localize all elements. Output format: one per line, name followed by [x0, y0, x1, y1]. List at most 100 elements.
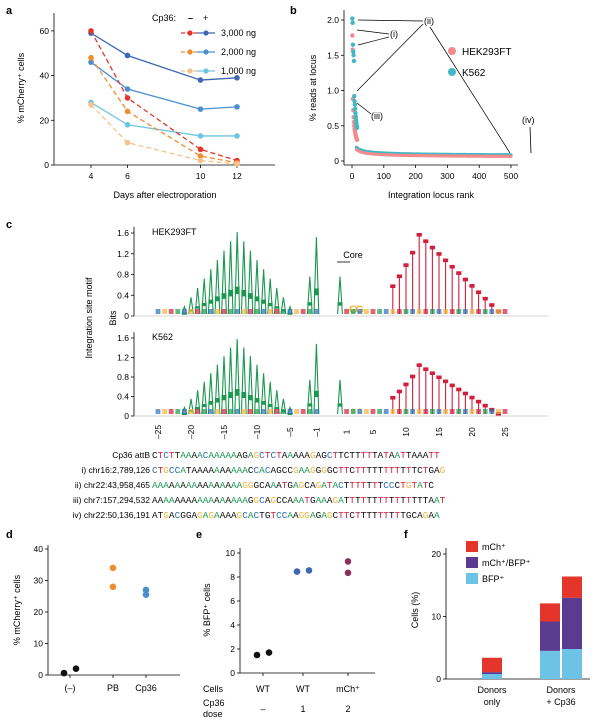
c-logo-background-letter: [261, 309, 266, 314]
b-data-point: [351, 42, 355, 46]
c-logo-background-letter: [307, 409, 312, 414]
a-data-point: [198, 158, 204, 164]
a-data-point: [125, 95, 131, 101]
c-logo-background-letter: [222, 309, 227, 314]
c-logo-letter-a: [307, 302, 312, 305]
c-logo-background-letter: [503, 309, 508, 314]
c-x-tick-label: 10: [401, 427, 411, 437]
b-x-tick-label: 100: [377, 171, 391, 181]
c-logo-background-letter: [456, 309, 461, 314]
c-logo-background-letter: [189, 409, 194, 414]
a-data-point: [88, 28, 94, 34]
c-logo-letter-t: [450, 265, 455, 269]
c-logo-letter-t: [450, 384, 455, 388]
c-logo-background-letter: [437, 309, 442, 314]
b-y-tick-label: 1.5: [327, 50, 339, 60]
a-legend-marker-minus: [187, 49, 192, 54]
c-logo-letter-a: [338, 277, 343, 314]
c-logo-background-letter: [503, 409, 508, 414]
c-logo-letter-a: [268, 303, 273, 306]
panel-letter-d: d: [6, 529, 13, 541]
c-alignment-sequence: AAAAAAAAAAAAAAAAGGGCAAATGAGCAGATACTTTTTT…: [152, 480, 434, 491]
c-logo-letter-a: [202, 279, 207, 314]
a-data-point: [125, 109, 131, 115]
c-logo-letter-a: [222, 293, 227, 299]
c-logo-letter-t: [410, 251, 415, 255]
c-logo-background-letter: [268, 309, 273, 314]
c-logo-letter-t: [430, 371, 435, 375]
c-logo-background-letter: [344, 309, 349, 314]
c-logo-background-letter: [404, 309, 409, 314]
f-y-tick-label: 20: [432, 549, 442, 559]
c-logo-letter-a: [274, 407, 279, 409]
c-logo-background-letter: [255, 309, 260, 314]
d-data-point: [143, 591, 150, 598]
c-logo-background-letter: [470, 409, 475, 414]
c-y-tick-label: 1.6: [117, 333, 129, 343]
a-y-axis-title: % mCherry⁺ cells: [16, 52, 26, 123]
c-logo-letter-a: [222, 251, 227, 314]
b-annotation-iv: (iv): [522, 115, 535, 125]
c-logo-letter-t: [423, 367, 428, 371]
c-logo-background-letter: [377, 309, 382, 314]
c-logo-background-letter: [195, 409, 200, 414]
panel-letter-c: c: [6, 219, 12, 231]
c-logo-background-letter: [268, 409, 273, 414]
a-legend-marker-minus: [187, 30, 192, 35]
c-logo-background-letter: [463, 409, 468, 414]
d-data-point: [110, 565, 117, 572]
c-alignment-base: G: [440, 465, 446, 476]
c-logo-letter-t: [456, 388, 461, 392]
b-data-point: [353, 107, 357, 111]
a-data-point: [88, 55, 94, 61]
c-logo-letter-a: [261, 401, 266, 405]
c-logo-background-letter: [489, 309, 494, 314]
c-logo-background-letter: [288, 409, 293, 414]
c-logo-letter-a: [255, 398, 260, 402]
c-logo-background-letter: [274, 309, 279, 314]
c-logo-label: K562: [152, 332, 173, 342]
c-logo-background-letter: [169, 309, 174, 314]
b-x-tick-label: 300: [440, 171, 454, 181]
c-logo-letter-a: [255, 365, 260, 414]
d-x-tick-label: PB: [107, 683, 119, 693]
a-y-tick-label: 60: [40, 26, 50, 36]
c-logo-letter-a: [314, 237, 319, 314]
c-y-axis-title-outer: Integration site motif: [84, 277, 94, 359]
c-logo-background-letter: [248, 409, 253, 414]
c-logo-background-letter: [228, 309, 233, 314]
c-logo-letter-a: [235, 389, 240, 396]
d-x-tick-label: Cp36: [135, 683, 157, 693]
a-legend-title: Cp36:: [152, 13, 176, 23]
panel-a-line-chart: 0 20 40 60 4 6 10 12 Days after electroporation%…: [16, 13, 275, 200]
f-bar-segment-both: [540, 622, 560, 651]
c-logo-letter-t: [397, 275, 402, 279]
e-x-tick-label: WT: [256, 684, 270, 694]
c-logo-letter-t: [417, 233, 422, 237]
panel-e-dot-plot: 0246810% BFP⁺ cellsCellsCp36doseWT–WT1mC…: [202, 548, 375, 719]
c-logo-background-letter: [463, 309, 468, 314]
a-series-line: [91, 102, 237, 136]
c-logo-letter-t: [436, 376, 441, 380]
c-y-tick-label: 0.8: [117, 372, 129, 382]
c-logo-background-letter: [235, 409, 240, 414]
c-logo-letter-a: [314, 344, 319, 414]
c-logo-background-letter: [228, 409, 233, 414]
c-logo-letter-a: [228, 241, 233, 314]
panel-letter-f: f: [404, 529, 408, 541]
c-logo-background-letter: [489, 409, 494, 414]
e-row-label-dose: dose: [203, 709, 223, 719]
e-y-axis-title: % BFP⁺ cells: [202, 583, 212, 637]
a-data-point: [198, 106, 204, 112]
f-bar-segment-mCh: [540, 603, 560, 621]
a-legend-label: 2,000 ng: [221, 47, 256, 57]
panel-letter-b: b: [290, 5, 297, 17]
a-legend-marker-minus: [187, 68, 192, 73]
c-logo-letter-a: [228, 290, 233, 297]
c-logo-background-letter: [371, 309, 376, 314]
c-logo-background-letter: [175, 409, 180, 414]
c-logo-letter-a: [228, 348, 233, 414]
a-legend-label: 3,000 ng: [221, 28, 256, 38]
a-legend-plus: +: [203, 13, 208, 23]
c-logo-letter-a: [241, 290, 246, 297]
